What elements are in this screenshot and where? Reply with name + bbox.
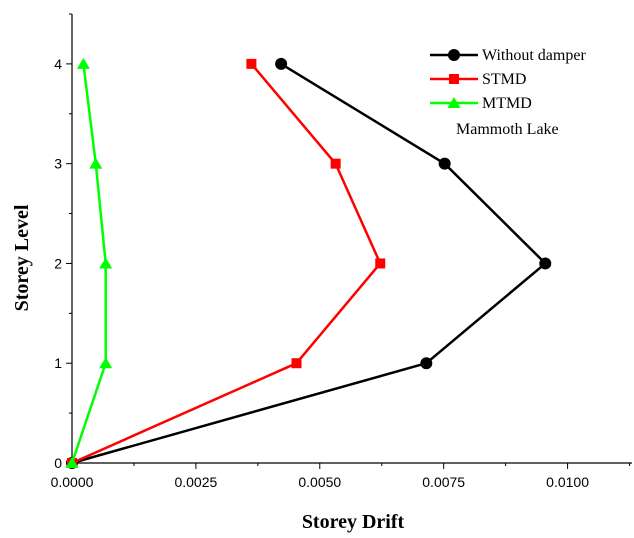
x-tick-label: 0.0050 [298, 474, 341, 490]
y-tick-label: 3 [54, 156, 62, 172]
y-tick-label: 0 [54, 455, 62, 471]
y-tick-label: 1 [54, 355, 62, 371]
x-tick-label: 0.0000 [51, 474, 94, 490]
data-point [330, 158, 341, 169]
series-line [71, 63, 382, 465]
legend: Without damper STMD MTMD Mammoth Lake [430, 47, 586, 138]
axes: 0.0000 0.0025 0.0050 0.0075 0.0100 0 1 2 3 4 [51, 13, 632, 490]
series-2 [67, 58, 386, 468]
legend-marker [449, 74, 459, 84]
data-point [420, 357, 433, 370]
y-axis-title: Storey Level [11, 204, 33, 311]
data-point [89, 157, 103, 169]
series-layer [65, 57, 552, 469]
x-tick-label: 0.0100 [546, 474, 589, 490]
data-point [99, 257, 113, 269]
series-line [70, 63, 107, 464]
data-point [76, 57, 90, 69]
data-point [291, 358, 302, 369]
data-point [246, 58, 257, 69]
data-point [275, 57, 288, 70]
series-3 [65, 57, 113, 468]
legend-label: Without damper [482, 47, 586, 64]
legend-note: Mammoth Lake [456, 121, 559, 138]
x-tick-label: 0.0075 [422, 474, 465, 490]
data-point [99, 357, 113, 369]
data-point [375, 258, 386, 269]
y-tick-label: 4 [54, 56, 62, 72]
legend-label: MTMD [482, 95, 532, 112]
x-axis-title: Storey Drift [302, 511, 405, 533]
y-tick-label: 2 [54, 255, 62, 271]
legend-marker [447, 97, 461, 108]
data-point [438, 157, 451, 170]
data-point [539, 257, 552, 270]
series-1 [66, 57, 552, 469]
legend-marker [448, 49, 460, 61]
legend-label: STMD [482, 71, 526, 88]
x-tick-label: 0.0025 [174, 474, 217, 490]
data-point [65, 457, 79, 468]
